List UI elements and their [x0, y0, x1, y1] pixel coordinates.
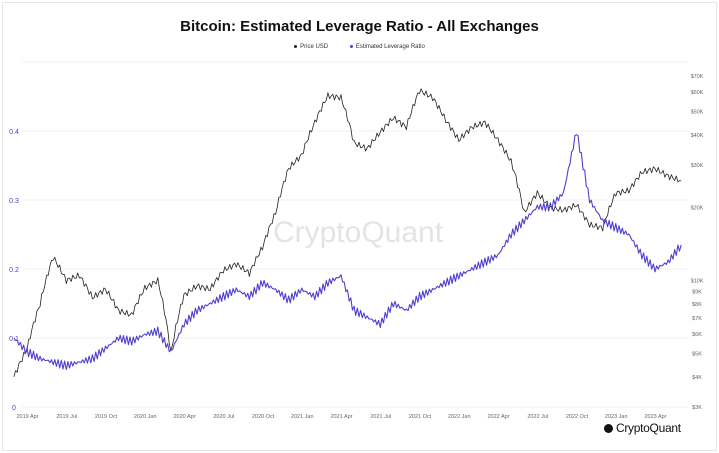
y-right-tick-label: $3K	[692, 405, 702, 411]
x-tick-label: 2022 Apr	[487, 414, 509, 420]
y-right-tick-label: $70K	[691, 74, 704, 80]
y-right-tick-label: $60K	[691, 90, 704, 96]
x-tick-label: 2022 Jul	[527, 414, 548, 420]
y-right-tick-label: $30K	[691, 163, 704, 169]
legend-item-leverage[interactable]: Estimated Leverage Ratio	[349, 44, 425, 50]
x-tick-label: 2020 Oct	[252, 414, 275, 420]
series-line-price	[13, 88, 682, 377]
legend-label-price: Price USD	[300, 44, 329, 50]
x-tick-label: 2020 Apr	[173, 414, 195, 420]
y-right-tick-label: $7K	[692, 316, 702, 322]
logo-mark-icon	[604, 424, 613, 433]
y-right-tick-label: $4K	[692, 375, 702, 381]
x-tick-label: 2023 Apr	[644, 414, 666, 420]
y-left-tick-label: 0	[12, 405, 16, 412]
legend-label-leverage: Estimated Leverage Ratio	[355, 44, 425, 50]
chart-title: Bitcoin: Estimated Leverage Ratio - All …	[180, 18, 539, 35]
legend-swatch-price	[294, 44, 298, 48]
y-right-tick-label: $10K	[691, 278, 704, 284]
y-right-tick-label: $6K	[692, 332, 702, 338]
legend-swatch-leverage	[349, 44, 353, 48]
y-left-tick-label: 0.4	[9, 129, 19, 136]
y-right-tick-label: $9K	[692, 290, 702, 296]
y-left-tick-label: 0.2	[9, 267, 19, 274]
y-right-tick-label: $20K	[691, 206, 704, 212]
x-tick-label: 2019 Oct	[95, 414, 118, 420]
x-tick-label: 2020 Jan	[134, 414, 157, 420]
legend-item-price[interactable]: Price USD	[294, 44, 328, 50]
y-left-tick-label: 0.1	[9, 336, 19, 343]
x-tick-label: 2021 Apr	[330, 414, 352, 420]
series-line-leverage	[13, 134, 682, 371]
y-right-tick-label: $40K	[691, 133, 704, 139]
x-tick-label: 2021 Jan	[291, 414, 314, 420]
x-tick-label: 2023 Jan	[605, 414, 628, 420]
y-right-tick-label: $50K	[691, 109, 704, 115]
x-tick-label: 2021 Oct	[409, 414, 432, 420]
x-tick-label: 2019 Apr	[16, 414, 38, 420]
x-tick-label: 2022 Jan	[448, 414, 471, 420]
y-right-tick-label: $8K	[692, 302, 702, 308]
x-tick-label: 2022 Oct	[566, 414, 589, 420]
legend: Price USD Estimated Leverage Ratio	[0, 44, 719, 50]
x-tick-label: 2020 Jul	[213, 414, 234, 420]
x-tick-label: 2021 Jul	[370, 414, 391, 420]
x-tick-label: 2019 Jul	[56, 414, 77, 420]
watermark: CryptoQuant	[273, 216, 444, 249]
y-left-tick-label: 0.3	[9, 198, 19, 205]
cryptoquant-logo: CryptoQuant	[604, 421, 681, 435]
y-right-tick-label: $5K	[692, 351, 702, 357]
